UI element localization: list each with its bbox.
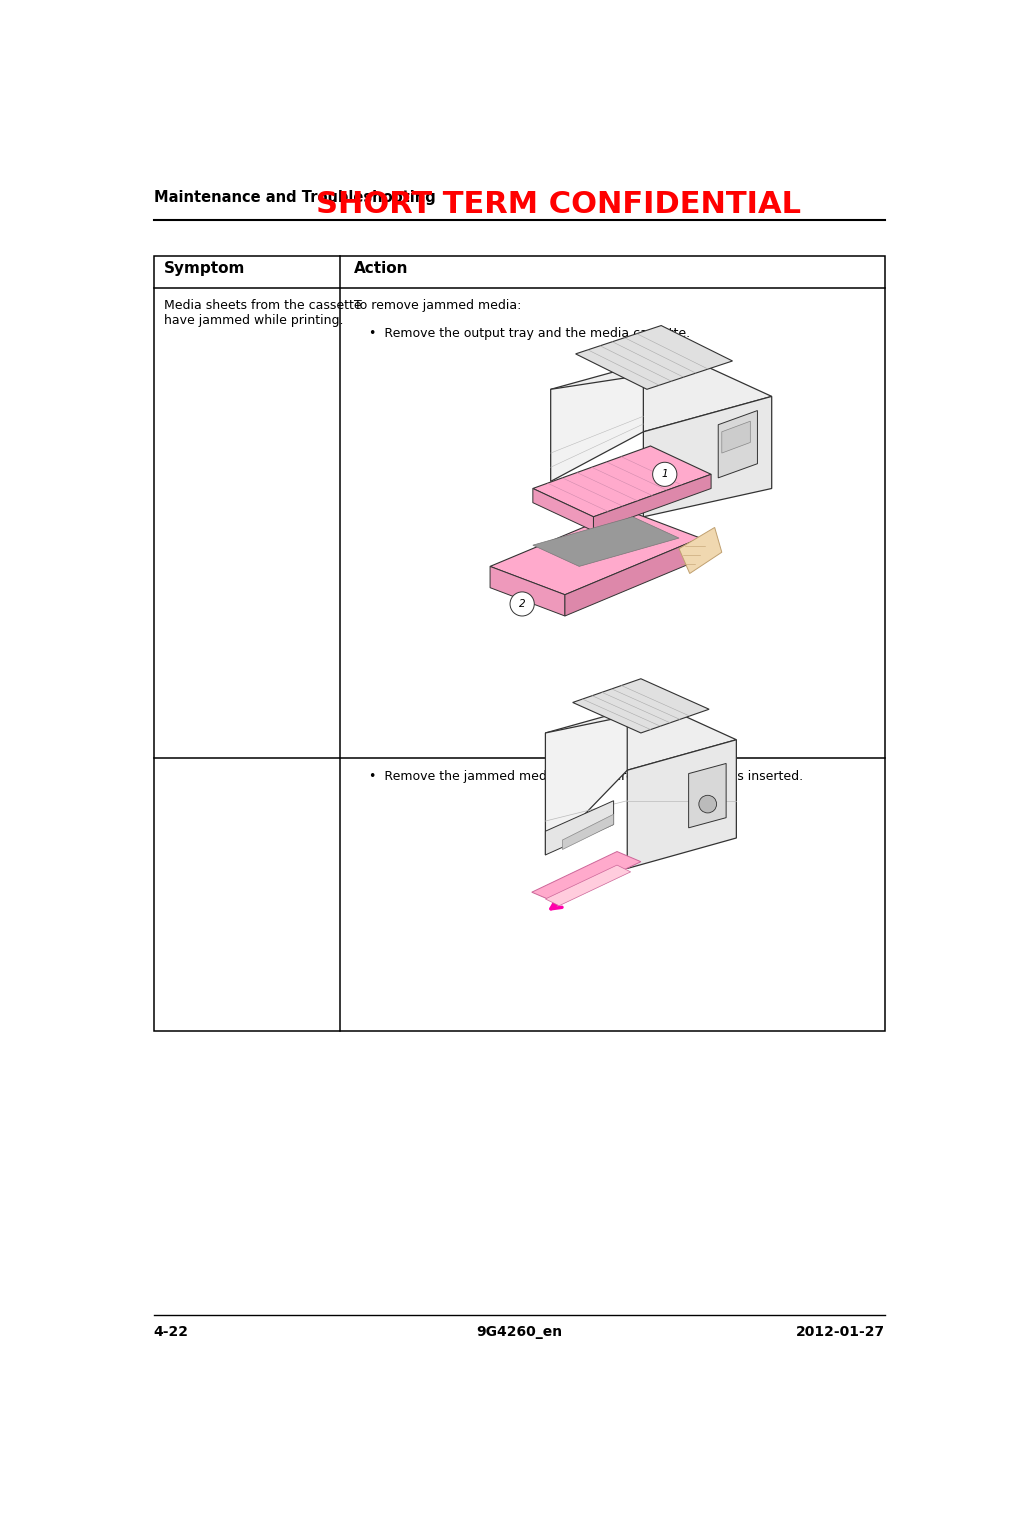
Polygon shape — [643, 396, 772, 517]
Circle shape — [510, 592, 534, 616]
Circle shape — [653, 463, 677, 487]
Text: 2012-01-27: 2012-01-27 — [796, 1326, 885, 1339]
Polygon shape — [573, 679, 709, 734]
Polygon shape — [689, 764, 726, 828]
Text: 1: 1 — [661, 469, 668, 479]
Text: 2: 2 — [519, 600, 525, 609]
Polygon shape — [551, 355, 772, 432]
Polygon shape — [628, 740, 736, 869]
Polygon shape — [718, 411, 757, 478]
Text: To remove jammed media:: To remove jammed media: — [354, 298, 521, 312]
Polygon shape — [532, 446, 711, 517]
Circle shape — [699, 796, 717, 813]
Polygon shape — [546, 801, 613, 855]
Polygon shape — [593, 475, 711, 531]
Text: •  Remove the jammed media from where the cassette was inserted.: • Remove the jammed media from where the… — [369, 770, 803, 784]
Polygon shape — [531, 851, 641, 903]
Polygon shape — [546, 703, 736, 770]
Text: 4-22: 4-22 — [154, 1326, 189, 1339]
Text: 9G4260_en: 9G4260_en — [477, 1326, 563, 1339]
Polygon shape — [551, 374, 643, 481]
Text: •  Remove the output tray and the media cassette.: • Remove the output tray and the media c… — [369, 327, 691, 339]
Polygon shape — [546, 715, 628, 855]
Polygon shape — [722, 422, 750, 454]
Text: Media sheets from the cassette
have jammed while printing.: Media sheets from the cassette have jamm… — [164, 298, 362, 327]
Polygon shape — [490, 566, 565, 616]
Polygon shape — [563, 814, 613, 849]
Polygon shape — [576, 326, 732, 390]
Text: Symptom: Symptom — [164, 262, 245, 275]
Text: Action: Action — [354, 262, 409, 275]
Text: SHORT TERM CONFIDENTIAL: SHORT TERM CONFIDENTIAL — [316, 190, 801, 219]
Polygon shape — [490, 510, 701, 595]
Bar — [154, 256, 885, 1032]
Polygon shape — [565, 539, 701, 616]
Polygon shape — [532, 517, 679, 566]
Polygon shape — [532, 489, 593, 531]
Polygon shape — [679, 528, 722, 574]
Text: Maintenance and Troubleshooting: Maintenance and Troubleshooting — [154, 190, 436, 205]
Polygon shape — [546, 864, 631, 906]
